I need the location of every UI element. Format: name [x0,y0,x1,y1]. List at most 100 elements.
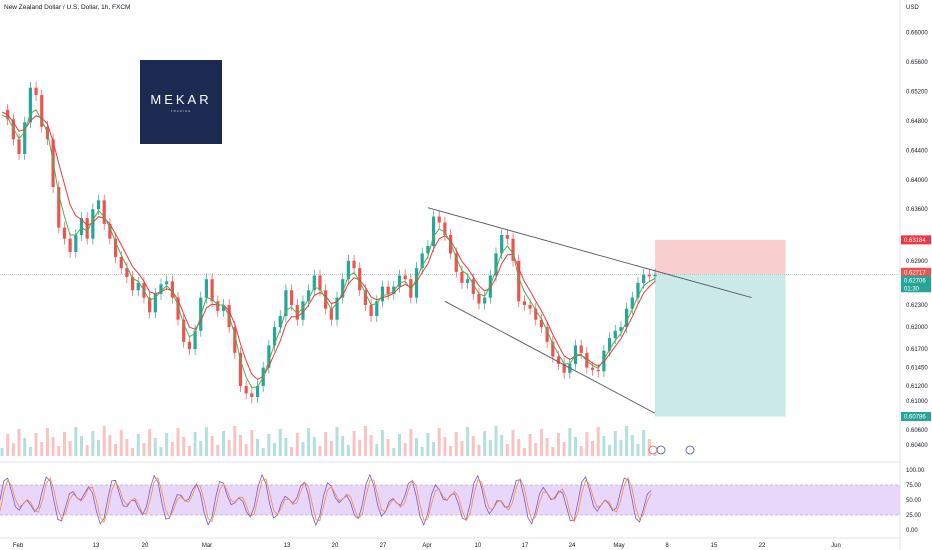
volume-bar [108,435,112,456]
candle-body [517,260,521,302]
candle-body [23,122,27,154]
candle-body [233,327,237,353]
event-icon [648,445,658,455]
volume-bar [363,426,367,456]
candle-body [102,200,106,224]
volume-bar [602,436,606,456]
candle-body [165,281,169,285]
candle-body [301,301,305,320]
volume-bar [142,443,146,456]
volume-bar [625,426,629,456]
volume-bar [341,436,345,456]
currency-label: USD [906,5,919,11]
candle-body [267,345,271,368]
y-tick-label: 0.65200 [906,89,928,95]
candle-body [17,139,21,154]
volume-bar [227,440,231,456]
volume-bar [511,430,515,456]
volume-bar [539,429,543,456]
candle-body [630,297,634,309]
volume-bar [102,426,106,456]
volume-bar [574,437,578,456]
candle-body [653,274,657,277]
volume-bar [114,444,118,456]
volume-bar [221,431,225,456]
volume-bar [68,441,72,456]
stop-price-tag-bg [901,235,931,245]
volume-bar [596,427,600,456]
volume-bar [233,426,237,456]
candle-body [62,227,67,239]
volume-bar [290,447,294,456]
candle-body [182,319,186,342]
volume-bar [409,429,413,456]
volume-bar [443,437,447,456]
volume-bar [386,439,390,456]
volume-bar [62,432,66,456]
candle-body [590,367,595,370]
volume-bar [119,430,123,456]
candle-body [420,253,424,269]
volume-bar [432,442,436,456]
volume-bar [460,441,464,456]
flag-icon [685,445,695,455]
volume-bar [91,431,95,456]
candle-body [119,257,123,269]
y-tick-label: 0.62900 [906,259,928,265]
x-tick-label: 15 [711,543,718,549]
x-tick-label: 20 [142,543,149,549]
candle-body [363,290,368,305]
candle-body [426,246,430,254]
volume-bar [642,430,646,456]
candle-body [534,308,538,320]
candle-body [295,304,299,320]
candle-body [494,253,498,276]
volume-bar [630,435,634,456]
volume-bar [261,448,265,456]
x-tick-label: 24 [569,543,576,549]
volume-bar [556,433,560,456]
candle-body [505,235,509,239]
volume-bar [204,427,208,456]
candle-body [522,301,526,305]
volume-bar [273,443,277,456]
volume-bar [517,439,521,456]
volume-bar [0,448,4,456]
oscillator-tick-label: 0.00 [906,528,918,534]
volume-bar [193,432,197,456]
volume-bar [375,444,379,456]
current-price-tag: 0.62706 [904,278,926,284]
volume-bar [216,445,220,456]
candle-body [74,235,78,252]
volume-bar [380,430,384,456]
candle-body [386,286,390,294]
x-tick-label: Apr [422,543,431,549]
entry-price-tag: 0.62717 [904,270,926,276]
volume-bar [369,435,373,456]
candle-body [647,274,651,277]
candle-body [466,279,470,283]
candle-body [176,297,180,320]
x-tick-label: 27 [380,543,387,549]
volume-bar [148,429,152,456]
candle-body [625,308,629,328]
x-tick-label: 8 [665,543,669,549]
y-tick-label: 0.61200 [906,384,928,390]
volume-bar [466,427,470,456]
candle-body [596,369,600,372]
volume-bar [250,430,254,456]
volume-bar [307,428,311,456]
y-tick-label: 0.60400 [906,443,928,449]
candle-body [329,308,333,320]
y-tick-label: 0.62000 [906,325,928,331]
volume-bar [613,431,617,456]
volume-bar [437,428,441,456]
volume-bar [483,431,487,456]
candle-body [562,363,566,373]
candle-body [471,279,475,294]
volume-bar [45,428,49,456]
candle-body [352,260,356,269]
volume-bar [471,436,475,456]
candle-body [187,341,191,350]
